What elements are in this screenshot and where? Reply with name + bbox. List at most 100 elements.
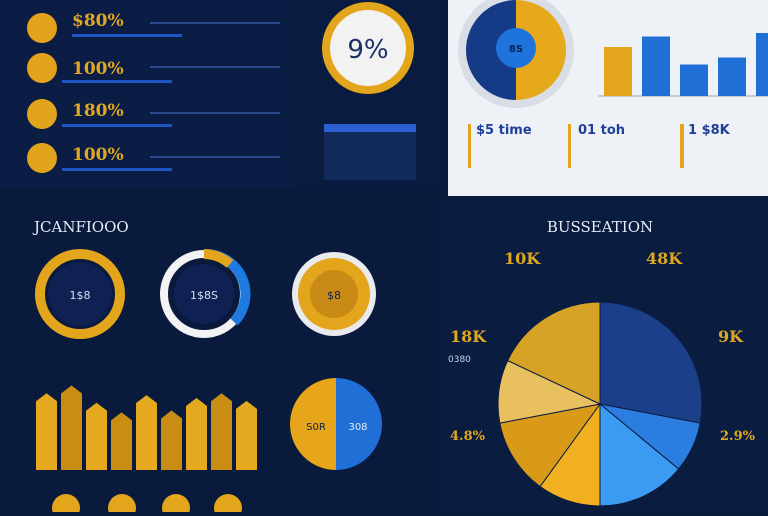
bar-chart-a (598, 33, 768, 97)
stat-label: time (499, 123, 532, 138)
coin-row-0: $80% (27, 11, 280, 43)
section-title: JCANFIOOO (32, 218, 129, 236)
pie-slice (599, 301, 703, 424)
row-line (150, 112, 280, 114)
bar-a-mark (756, 33, 768, 96)
bar-b-mark (161, 410, 182, 470)
pie-chart (497, 301, 703, 507)
coin-icon (52, 494, 80, 516)
coin-icon (27, 99, 57, 129)
callout-value: 10K (504, 249, 541, 268)
top-left-panel: $80% 100% 180% 100% (0, 0, 296, 188)
bottom-right-svg: BUSSEATION 10K 48K 18K 9K 4.8% 2.9% 0380 (448, 218, 756, 507)
bar-a-mark (642, 36, 670, 96)
row-line (72, 34, 182, 37)
stat-0: $5 time (468, 123, 532, 168)
mini-table-header (324, 124, 416, 132)
bottom-left-svg: JCANFIOOO 1$8 1$8S $8 S0R 308 (32, 218, 382, 516)
coin-icon (27, 53, 57, 83)
donut-navy-half (466, 0, 516, 100)
bar-b-mark (61, 385, 82, 470)
callout-value: 2.9% (720, 429, 756, 444)
svg-text:1 $8K: 1 $8K (688, 123, 731, 138)
top-right-svg: 8S $5 time 01 toh 1 $8K (458, 0, 768, 168)
bottom-right-panel: BUSSEATION 10K 48K 18K 9K 4.8% 2.9% 0380 (442, 198, 768, 512)
stat-value: 01 (578, 123, 596, 138)
coin-row-1: 100% (27, 53, 280, 83)
callout-value: 48K (646, 249, 683, 268)
ring-face (310, 270, 358, 318)
ring-1: 1$8S (160, 248, 251, 338)
stat-value: 1 (688, 123, 697, 138)
donut-center (496, 28, 536, 68)
callout-value: 9K (718, 327, 744, 346)
stat-accent (680, 124, 684, 168)
ring-2: $8 (292, 252, 376, 336)
top-right-panel: 8S $5 time 01 toh 1 $8K (448, 0, 768, 196)
top-center-panel: 9% (296, 0, 444, 188)
gauge-face (330, 10, 406, 86)
section-title: BUSSEATION (547, 218, 653, 236)
coin-icon (214, 494, 242, 516)
stat-1: 01 toh (568, 123, 625, 168)
ring-face (174, 264, 234, 324)
split-pie-gold (290, 378, 336, 470)
coin-icon (27, 143, 57, 173)
row-value: $80% (72, 11, 124, 31)
pie-slice (499, 403, 602, 488)
bar-a-mark (718, 57, 746, 96)
stat-value: $5 (476, 123, 494, 138)
bar-a-mark (680, 64, 708, 96)
ring-face (48, 262, 112, 326)
row-line (150, 66, 280, 68)
coin-icon (27, 13, 57, 43)
coin-icon (108, 494, 136, 516)
split-pie-label: 308 (348, 422, 367, 433)
stat-accent (468, 124, 471, 168)
ring-label: $8 (327, 289, 341, 302)
split-pie-blue (336, 378, 382, 470)
bottom-left-panel: JCANFIOOO 1$8 1$8S $8 S0R 308 (0, 198, 442, 516)
gauge-svg: 9% (322, 2, 416, 180)
pie-slice (599, 402, 680, 507)
bar-chart-b (36, 385, 257, 470)
stat-label: toh (601, 123, 625, 138)
bar-b-mark (136, 395, 157, 470)
row-line (62, 168, 172, 171)
split-pie: S0R 308 (290, 378, 382, 470)
bar-b-mark (211, 393, 232, 470)
gauge-label: 9% (347, 35, 388, 65)
svg-text:01 toh: 01 toh (578, 123, 625, 138)
bar-b-mark (111, 412, 132, 470)
mini-table (324, 124, 416, 180)
row-line (150, 22, 280, 24)
stat-label: $8K (702, 123, 731, 138)
bar-b-mark (186, 398, 207, 470)
coin-row-3: 100% (27, 143, 280, 173)
ring-gold-arc (203, 249, 234, 268)
row-line (150, 156, 280, 158)
callout-value: 18K (450, 327, 487, 346)
ring-0: 1$8 (35, 249, 125, 339)
row-value: 100% (72, 59, 124, 79)
row-value: 100% (72, 145, 124, 165)
row-line (62, 124, 172, 127)
ring-label: 1$8S (190, 289, 218, 302)
bar-b-mark (86, 402, 107, 470)
bar-b-mark (36, 393, 57, 470)
coin-icon (162, 494, 190, 516)
pie-slice (507, 301, 601, 405)
bar-a-mark (604, 47, 632, 96)
callout-value: 4.8% (450, 429, 486, 444)
small-label: 0380 (448, 355, 471, 365)
svg-text:$5 time: $5 time (476, 123, 532, 138)
ring-label: 1$8 (70, 289, 91, 302)
stat-2: 1 $8K (680, 123, 731, 168)
bar-b-mark (236, 400, 257, 470)
row-line (62, 80, 172, 83)
ring-gold (35, 249, 125, 339)
stat-accent (568, 124, 571, 168)
row-value: 180% (72, 101, 124, 121)
split-pie-label: S0R (306, 422, 326, 433)
donut-gold-half (516, 0, 566, 100)
